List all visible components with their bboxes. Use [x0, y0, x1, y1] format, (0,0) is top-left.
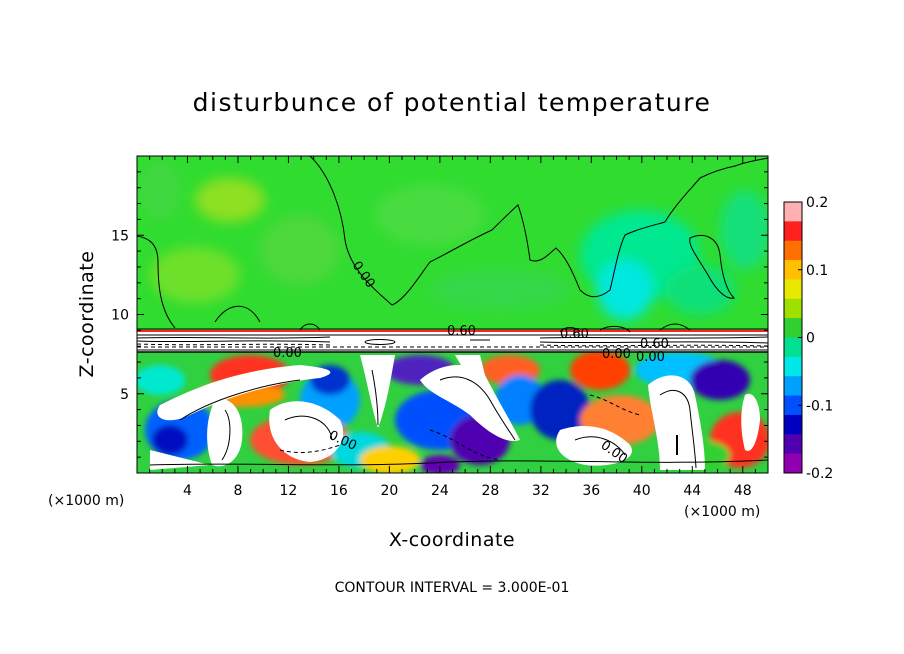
plot-area: 0.00 0.00 0.00 0.00 0.60 0.60 0.60 0.00 …	[137, 156, 768, 473]
contour-label: 0.00	[273, 346, 302, 361]
x-tick-label: 44	[683, 483, 701, 499]
colorbar-segment	[784, 337, 802, 358]
colorbar-segment	[784, 395, 802, 416]
x-tick-label: 28	[481, 483, 499, 499]
colorbar-segment	[784, 453, 802, 474]
colorbar-tick-label: -0.2	[806, 466, 833, 482]
colorbar-segment	[784, 298, 802, 319]
colorbar-tick-label: -0.1	[806, 398, 833, 414]
contour-label: 0.60	[560, 327, 589, 342]
colorbar-segment	[784, 356, 802, 377]
contour-interval-note: CONTOUR INTERVAL = 3.000E-01	[335, 580, 570, 596]
x-tick-label: 48	[734, 483, 752, 499]
colorbar-segment	[784, 240, 802, 261]
x-axis-unit: (×1000 m)	[48, 493, 124, 509]
y-axis-label: Z-coordinate	[76, 251, 98, 378]
contour-label: 0.60	[447, 324, 476, 339]
colorbar-tick-label: 0	[806, 331, 815, 347]
colorbar-segment	[784, 202, 802, 222]
x-axis-label: X-coordinate	[389, 529, 515, 551]
y-tick-label: 15	[111, 228, 129, 244]
y-tick-label: 5	[120, 387, 129, 403]
colorbar-segment	[784, 221, 802, 242]
x-tick-label: 4	[183, 483, 192, 499]
x-tick-label: 24	[431, 483, 449, 499]
contour-label: 0.00	[602, 347, 631, 362]
colorbar-segment	[784, 414, 802, 435]
x-tick-label: 12	[280, 483, 298, 499]
colorbar-segment	[784, 318, 802, 338]
x-tick-label: 40	[633, 483, 651, 499]
lower-layer-field	[137, 352, 768, 473]
colorbar-tick-label: 0.2	[806, 195, 828, 211]
colorbar-segment	[784, 376, 802, 397]
x-tick-label: 16	[330, 483, 348, 499]
colorbar: 0.2 0.1 0 -0.1 -0.2	[783, 195, 833, 482]
y-axis-unit: (×1000 m)	[684, 504, 760, 520]
chart-title: disturbunce of potential temperature	[193, 88, 712, 117]
colorbar-segment	[784, 260, 802, 280]
colorbar-segment	[784, 279, 802, 300]
upper-layer-patches	[140, 160, 768, 320]
x-tick-label: 32	[532, 483, 550, 499]
colorbar-segment	[784, 434, 802, 455]
contour-label: 0.60	[640, 337, 669, 352]
upper-contours	[137, 156, 768, 331]
x-tick-label: 8	[233, 483, 242, 499]
x-tick-label: 20	[380, 483, 398, 499]
transition-band	[137, 323, 768, 353]
contour-label: 0.00	[636, 350, 665, 365]
x-tick-label: 36	[582, 483, 600, 499]
y-tick-label: 10	[111, 308, 129, 324]
colorbar-tick-label: 0.1	[806, 263, 828, 279]
